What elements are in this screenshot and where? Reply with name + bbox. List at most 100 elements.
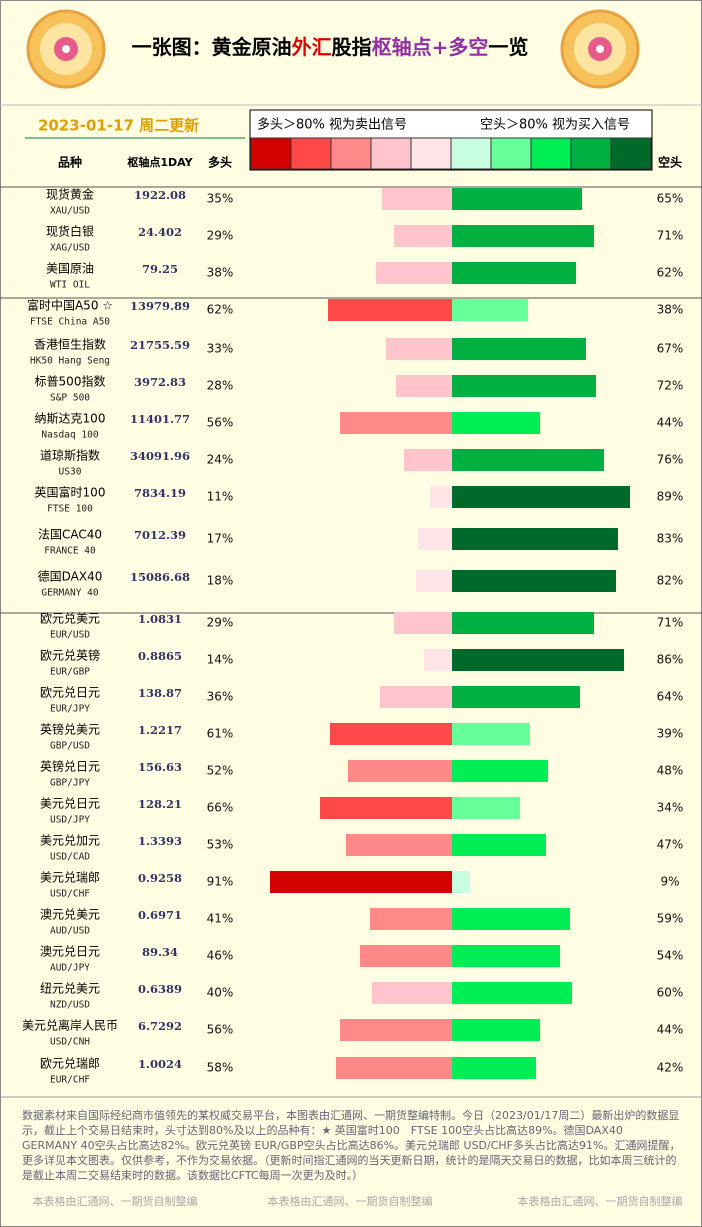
long-bar bbox=[380, 686, 452, 708]
column-header: 多头 bbox=[208, 155, 232, 170]
short-label: 71% bbox=[657, 229, 684, 243]
legend-swatch bbox=[490, 137, 532, 170]
instrument-code: US30 bbox=[59, 467, 82, 478]
legend-swatch bbox=[610, 137, 652, 170]
footer-note: 数据素材来自国际经纪商市值领先的某权威交易平台，本图表由汇通网、一期货整编特制。… bbox=[22, 1109, 681, 1182]
title-part: 一览 bbox=[488, 35, 528, 59]
instrument-name: 澳元兑日元 bbox=[40, 945, 100, 959]
instrument-code: NZD/USD bbox=[50, 1000, 90, 1011]
long-bar bbox=[270, 871, 452, 893]
instrument-code: XAU/USD bbox=[50, 206, 90, 217]
long-label: 38% bbox=[207, 266, 234, 280]
short-label: 89% bbox=[657, 490, 684, 504]
instrument-name: 现货黄金 bbox=[46, 187, 94, 202]
long-label: 40% bbox=[207, 986, 234, 1000]
instrument-code: EUR/GBP bbox=[50, 667, 90, 678]
short-bar bbox=[452, 225, 594, 247]
instrument-code: AUD/JPY bbox=[50, 963, 90, 974]
long-bar bbox=[416, 570, 452, 592]
instrument-name: 英镑兑美元 bbox=[40, 722, 100, 737]
pivot: 3972.83 bbox=[134, 375, 186, 389]
long-label: 14% bbox=[207, 653, 234, 667]
long-label: 17% bbox=[207, 532, 234, 546]
short-label: 62% bbox=[657, 266, 684, 280]
long-bar bbox=[394, 225, 452, 247]
pivot: 0.6971 bbox=[138, 908, 182, 922]
short-bar bbox=[452, 262, 576, 284]
instrument-code: USD/CAD bbox=[50, 852, 90, 863]
long-label: 24% bbox=[207, 453, 234, 467]
instrument-name: 富时中国A50 ☆ bbox=[27, 298, 113, 313]
pivot: 1.3393 bbox=[138, 834, 182, 848]
long-label: 61% bbox=[207, 727, 234, 741]
short-label: 67% bbox=[657, 342, 684, 356]
instrument-name: 香港恒生指数 bbox=[34, 337, 106, 352]
short-label: 9% bbox=[660, 875, 679, 889]
short-bar bbox=[452, 612, 594, 634]
short-label: 82% bbox=[657, 574, 684, 588]
long-bar bbox=[330, 723, 452, 745]
short-label: 76% bbox=[657, 453, 684, 467]
short-label: 60% bbox=[657, 986, 684, 1000]
short-bar bbox=[452, 871, 470, 893]
instrument-code: FTSE 100 bbox=[47, 504, 93, 515]
instrument-code: GBP/USD bbox=[50, 741, 90, 752]
instrument-name: 美元兑离岸人民币 bbox=[22, 1018, 118, 1033]
short-label: 44% bbox=[657, 1023, 684, 1037]
instrument-name: 道琼斯指数 bbox=[40, 448, 100, 463]
long-label: 36% bbox=[207, 690, 234, 704]
short-bar bbox=[452, 1019, 540, 1041]
long-label: 56% bbox=[207, 1023, 234, 1037]
instrument-name: 欧元兑美元 bbox=[40, 612, 100, 626]
instrument-code: FTSE China A50 bbox=[30, 317, 110, 328]
long-label: 29% bbox=[207, 616, 234, 630]
pivot: 156.63 bbox=[138, 760, 182, 774]
watermark: 本表格由汇通网、一期货自制整编 bbox=[268, 1194, 433, 1208]
long-bar bbox=[418, 528, 452, 550]
pivot: 1.0831 bbox=[138, 612, 182, 626]
short-bar bbox=[452, 412, 540, 434]
long-label: 53% bbox=[207, 838, 234, 852]
pivot: 79.25 bbox=[142, 262, 178, 276]
legend-swatch bbox=[450, 137, 492, 170]
pivot: 34091.96 bbox=[130, 449, 190, 463]
short-bar bbox=[452, 449, 604, 471]
pivot: 7834.19 bbox=[134, 486, 186, 500]
long-bar bbox=[386, 338, 452, 360]
instrument-name: 纳斯达克100 bbox=[35, 412, 106, 426]
instrument-name: 美元兑瑞郎 bbox=[40, 871, 100, 885]
instrument-code: GERMANY 40 bbox=[41, 588, 98, 599]
instrument-name: 德国DAX40 bbox=[38, 569, 103, 584]
pivot: 6.7292 bbox=[138, 1019, 182, 1033]
instrument-code: USD/CHF bbox=[50, 889, 90, 900]
long-label: 58% bbox=[207, 1061, 234, 1075]
instrument-name: 美元兑日元 bbox=[40, 797, 100, 811]
pivot: 0.8865 bbox=[138, 649, 182, 663]
legend-swatch bbox=[530, 137, 572, 170]
legend-swatch bbox=[370, 137, 412, 170]
instrument-name: 现货白银 bbox=[46, 224, 94, 239]
long-bar bbox=[360, 945, 452, 967]
instrument-code: EUR/JPY bbox=[50, 704, 90, 715]
long-bar bbox=[370, 908, 452, 930]
instrument-name: 标普500指数 bbox=[35, 374, 106, 389]
short-bar bbox=[452, 375, 596, 397]
long-label: 11% bbox=[207, 490, 234, 504]
short-label: 44% bbox=[657, 416, 684, 430]
pivot: 138.87 bbox=[138, 686, 182, 700]
pivot: 0.6389 bbox=[138, 982, 182, 996]
short-bar bbox=[452, 338, 586, 360]
short-bar bbox=[452, 486, 630, 508]
long-label: 33% bbox=[207, 342, 234, 356]
instrument-code: GBP/JPY bbox=[50, 778, 90, 789]
short-label: 64% bbox=[657, 690, 684, 704]
long-bar bbox=[430, 486, 452, 508]
pivot: 1.2217 bbox=[138, 723, 182, 737]
legend-swatch bbox=[330, 137, 372, 170]
long-bar bbox=[340, 412, 452, 434]
legend-swatch bbox=[570, 137, 612, 170]
instrument-name: 英镑兑日元 bbox=[40, 759, 100, 774]
long-label: 18% bbox=[207, 574, 234, 588]
long-label: 52% bbox=[207, 764, 234, 778]
